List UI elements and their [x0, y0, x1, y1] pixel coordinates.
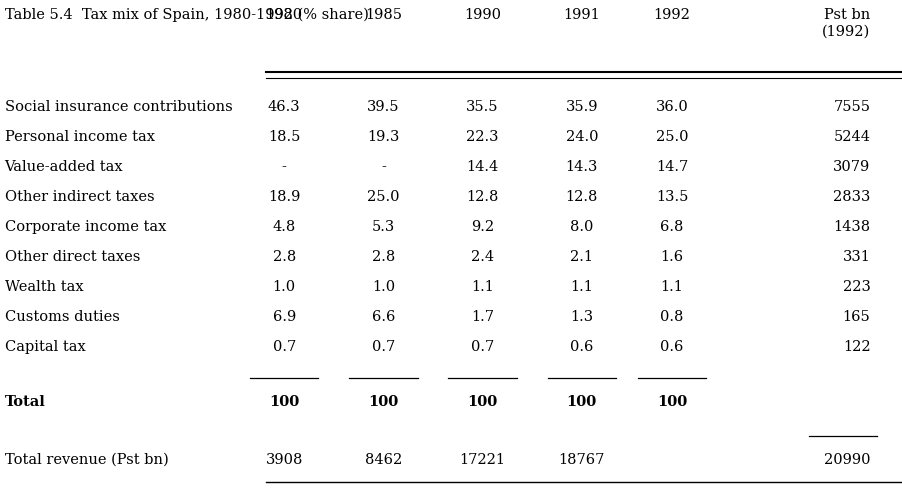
Text: 25.0: 25.0	[367, 190, 400, 204]
Text: 22.3: 22.3	[466, 130, 499, 144]
Text: 1990: 1990	[464, 8, 502, 22]
Text: 2.1: 2.1	[570, 250, 594, 264]
Text: 8462: 8462	[364, 453, 402, 467]
Text: -: -	[281, 160, 287, 174]
Text: 3908: 3908	[265, 453, 303, 467]
Text: 12.8: 12.8	[466, 190, 499, 204]
Text: Wealth tax: Wealth tax	[5, 280, 83, 294]
Text: 6.6: 6.6	[372, 310, 395, 324]
Text: 8.0: 8.0	[570, 220, 594, 234]
Text: Other direct taxes: Other direct taxes	[5, 250, 140, 264]
Text: 35.9: 35.9	[566, 100, 598, 114]
Text: Social insurance contributions: Social insurance contributions	[5, 100, 232, 114]
Text: 100: 100	[269, 395, 299, 409]
Text: 1.1: 1.1	[471, 280, 494, 294]
Text: 0.6: 0.6	[660, 340, 684, 354]
Text: Total revenue (Pst bn): Total revenue (Pst bn)	[5, 453, 169, 467]
Text: 3079: 3079	[833, 160, 870, 174]
Text: 1992: 1992	[654, 8, 690, 22]
Text: 1.1: 1.1	[660, 280, 684, 294]
Text: 1.7: 1.7	[471, 310, 494, 324]
Text: Pst bn
(1992): Pst bn (1992)	[823, 8, 870, 38]
Text: 223: 223	[842, 280, 870, 294]
Text: 2833: 2833	[833, 190, 870, 204]
Text: 18.9: 18.9	[268, 190, 300, 204]
Text: 331: 331	[842, 250, 870, 264]
Text: 6.9: 6.9	[272, 310, 296, 324]
Text: 46.3: 46.3	[268, 100, 300, 114]
Text: 0.7: 0.7	[372, 340, 395, 354]
Text: 14.3: 14.3	[566, 160, 598, 174]
Text: Personal income tax: Personal income tax	[5, 130, 154, 144]
Text: 9.2: 9.2	[471, 220, 494, 234]
Text: 1980: 1980	[265, 8, 303, 22]
Text: 5.3: 5.3	[372, 220, 395, 234]
Text: 100: 100	[368, 395, 399, 409]
Text: 1.0: 1.0	[272, 280, 296, 294]
Text: 2.8: 2.8	[372, 250, 395, 264]
Text: 24.0: 24.0	[566, 130, 598, 144]
Text: Other indirect taxes: Other indirect taxes	[5, 190, 154, 204]
Text: 4.8: 4.8	[272, 220, 296, 234]
Text: Total: Total	[5, 395, 45, 409]
Text: 35.5: 35.5	[466, 100, 499, 114]
Text: 1985: 1985	[364, 8, 402, 22]
Text: 19.3: 19.3	[367, 130, 400, 144]
Text: 1991: 1991	[564, 8, 600, 22]
Text: Capital tax: Capital tax	[5, 340, 86, 354]
Text: 0.8: 0.8	[660, 310, 684, 324]
Text: 14.4: 14.4	[466, 160, 499, 174]
Text: 122: 122	[842, 340, 870, 354]
Text: 6.8: 6.8	[660, 220, 684, 234]
Text: 165: 165	[842, 310, 870, 324]
Text: 0.7: 0.7	[471, 340, 494, 354]
Text: 20990: 20990	[824, 453, 870, 467]
Text: 1.0: 1.0	[372, 280, 395, 294]
Text: 2.4: 2.4	[471, 250, 494, 264]
Text: Corporate income tax: Corporate income tax	[5, 220, 166, 234]
Text: 14.7: 14.7	[656, 160, 688, 174]
Text: 1.3: 1.3	[570, 310, 594, 324]
Text: 17221: 17221	[460, 453, 505, 467]
Text: 1.6: 1.6	[660, 250, 684, 264]
Text: 100: 100	[467, 395, 498, 409]
Text: 5244: 5244	[833, 130, 870, 144]
Text: Value-added tax: Value-added tax	[5, 160, 124, 174]
Text: 2.8: 2.8	[272, 250, 296, 264]
Text: 7555: 7555	[833, 100, 870, 114]
Text: 39.5: 39.5	[367, 100, 400, 114]
Text: -: -	[381, 160, 386, 174]
Text: 12.8: 12.8	[566, 190, 598, 204]
Text: Customs duties: Customs duties	[5, 310, 119, 324]
Text: 100: 100	[657, 395, 687, 409]
Text: 100: 100	[566, 395, 597, 409]
Text: 1438: 1438	[833, 220, 870, 234]
Text: 0.6: 0.6	[570, 340, 594, 354]
Text: 1.1: 1.1	[570, 280, 594, 294]
Text: 13.5: 13.5	[656, 190, 688, 204]
Text: 36.0: 36.0	[656, 100, 688, 114]
Text: Table 5.4  Tax mix of Spain, 1980-1992 (% share): Table 5.4 Tax mix of Spain, 1980-1992 (%…	[5, 8, 368, 22]
Text: 25.0: 25.0	[656, 130, 688, 144]
Text: 18767: 18767	[558, 453, 605, 467]
Text: 18.5: 18.5	[268, 130, 300, 144]
Text: 0.7: 0.7	[272, 340, 296, 354]
